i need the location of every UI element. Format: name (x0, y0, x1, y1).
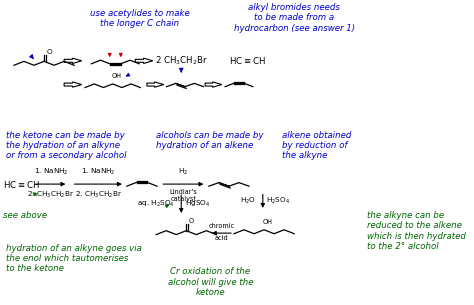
Text: HC$\equiv$CH: HC$\equiv$CH (229, 55, 266, 66)
Text: alcohols can be made by
hydration of an alkene: alcohols can be made by hydration of an … (156, 131, 264, 150)
Text: 1. NaNH$_2$: 1. NaNH$_2$ (81, 167, 116, 177)
Text: see above: see above (3, 211, 47, 220)
Text: OH: OH (263, 219, 273, 225)
Text: HC$\equiv$CH: HC$\equiv$CH (3, 179, 40, 190)
Text: Lindlar's
catalyst: Lindlar's catalyst (170, 189, 197, 203)
Text: H$_2$: H$_2$ (178, 167, 189, 177)
Text: Cr oxidation of the
alcohol will give the
ketone: Cr oxidation of the alcohol will give th… (168, 267, 253, 297)
Text: chromic: chromic (208, 223, 235, 229)
Text: OH: OH (111, 73, 121, 79)
Text: O: O (46, 49, 52, 55)
Text: 2. CH$_3$CH$_2$Br: 2. CH$_3$CH$_2$Br (75, 190, 122, 200)
Text: HgSO$_4$: HgSO$_4$ (184, 198, 210, 209)
Text: use acetylides to make
the longer C chain: use acetylides to make the longer C chai… (90, 9, 189, 28)
Text: the alkyne can be
reduced to the alkene
which is then hydrated
to the 2° alcohol: the alkyne can be reduced to the alkene … (367, 211, 466, 251)
Text: alkene obtained
by reduction of
the alkyne: alkene obtained by reduction of the alky… (282, 131, 351, 160)
Text: the ketone can be made by
the hydration of an alkyne
or from a secondary alcohol: the ketone can be made by the hydration … (6, 131, 126, 160)
Text: H$_2$O: H$_2$O (240, 195, 256, 206)
Text: 2 CH$_3$CH$_2$Br: 2 CH$_3$CH$_2$Br (155, 55, 209, 67)
Text: O: O (189, 218, 194, 224)
Text: aq. H$_2$SO$_4$: aq. H$_2$SO$_4$ (137, 198, 175, 209)
Text: hydration of an alkyne goes via
the enol which tautomerises
to the ketone: hydration of an alkyne goes via the enol… (6, 243, 141, 273)
Text: H$_2$SO$_4$: H$_2$SO$_4$ (266, 195, 290, 206)
Text: 2. CH$_3$CH$_2$Br: 2. CH$_3$CH$_2$Br (27, 190, 74, 200)
Text: 1. NaNH$_2$: 1. NaNH$_2$ (34, 167, 68, 177)
Text: acid: acid (215, 235, 228, 241)
Text: alkyl bromides needs
to be made from a
hydrocarbon (see answer 1): alkyl bromides needs to be made from a h… (234, 3, 355, 33)
